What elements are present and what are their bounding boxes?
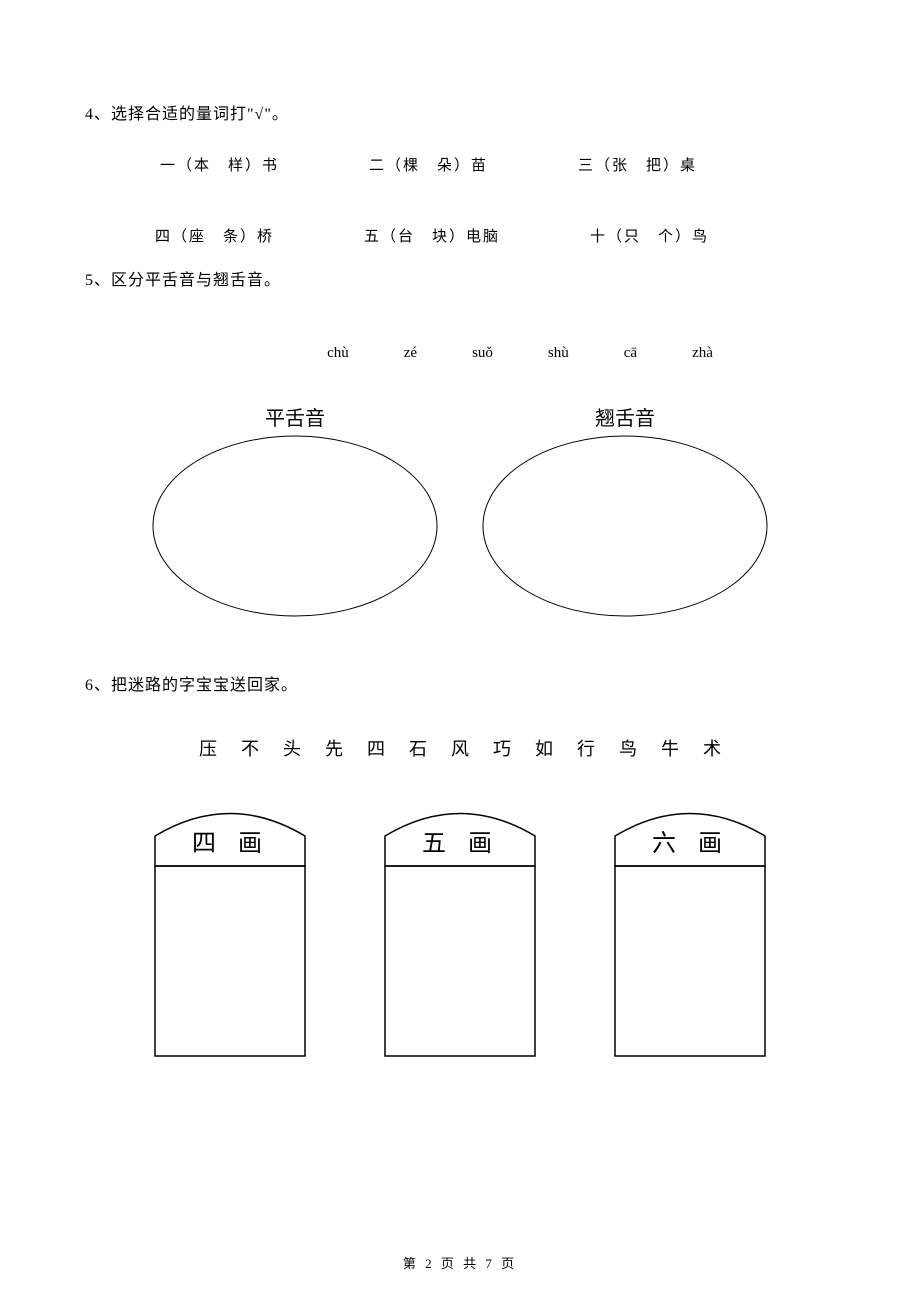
house-label: 六画: [610, 823, 770, 858]
char-item: 风: [451, 735, 469, 761]
char-item: 术: [703, 735, 721, 761]
char-item: 先: [325, 735, 343, 761]
house-four: 四画: [150, 801, 310, 1066]
q4-item: 四（座 条）桥: [155, 225, 274, 246]
ellipse-label-retroflex: 翘舌音: [595, 402, 655, 431]
pinyin-item: zé: [404, 345, 417, 362]
page-footer: 第 2 页 共 7 页: [0, 1253, 920, 1272]
house-six: 六画: [610, 801, 770, 1066]
pinyin-item: suǒ: [472, 345, 493, 362]
pinyin-item: shù: [548, 345, 569, 362]
house-label: 五画: [380, 823, 540, 858]
houses-container: 四画 五画 六画: [85, 801, 835, 1066]
ellipses-container: 平舌音 翘舌音: [85, 402, 835, 621]
char-item: 压: [199, 735, 217, 761]
q4-item: 二（棵 朵）苗: [369, 154, 488, 175]
pinyin-item: cā: [624, 345, 637, 362]
ellipse-shape: [150, 431, 440, 621]
q4-item: 五（台 块）电脑: [364, 225, 500, 246]
char-item: 巧: [493, 735, 511, 761]
q4-header: 4、选择合适的量词打"√"。: [85, 100, 835, 124]
characters-row: 压 不 头 先 四 石 风 巧 如 行 鸟 牛 术: [85, 735, 835, 761]
q5-header: 5、区分平舌音与翘舌音。: [85, 266, 835, 290]
q4-row1: 一（本 样）书 二（棵 朵）苗 三（张 把）桌: [85, 154, 835, 175]
ellipse-label-flat: 平舌音: [265, 402, 325, 431]
char-item: 如: [535, 735, 553, 761]
ellipse-shape: [480, 431, 770, 621]
pinyin-row: chù zé suǒ shù cā zhà: [205, 345, 835, 362]
char-item: 石: [409, 735, 427, 761]
char-item: 牛: [661, 735, 679, 761]
house-label: 四画: [150, 823, 310, 858]
pinyin-item: chù: [327, 345, 349, 362]
house-five: 五画: [380, 801, 540, 1066]
q6-header: 6、把迷路的字宝宝送回家。: [85, 671, 835, 695]
char-item: 鸟: [619, 735, 637, 761]
q4-item: 一（本 样）书: [160, 154, 279, 175]
ellipse-group-retroflex: 翘舌音: [480, 402, 770, 621]
char-item: 四: [367, 735, 385, 761]
q4-item: 三（张 把）桌: [578, 154, 697, 175]
q4-row2: 四（座 条）桥 五（台 块）电脑 十（只 个）鸟: [85, 225, 835, 246]
pinyin-item: zhà: [692, 345, 713, 362]
char-item: 行: [577, 735, 595, 761]
ellipse-group-flat: 平舌音: [150, 402, 440, 621]
q4-item: 十（只 个）鸟: [590, 225, 709, 246]
char-item: 头: [283, 735, 301, 761]
char-item: 不: [241, 735, 259, 761]
